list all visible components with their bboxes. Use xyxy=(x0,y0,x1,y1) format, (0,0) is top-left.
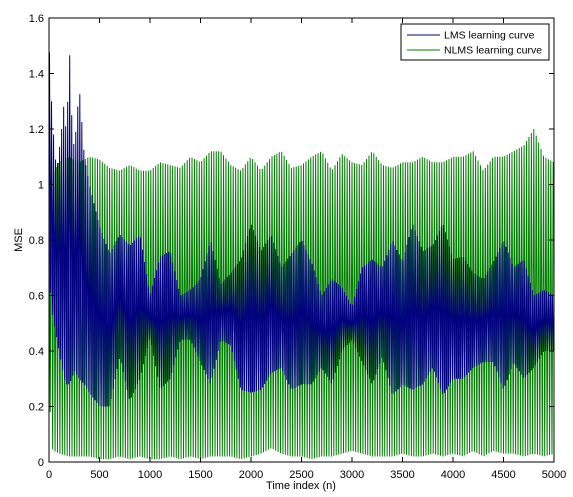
x-axis-label: Time index (n) xyxy=(266,480,336,492)
y-tick-label: 1 xyxy=(38,180,44,192)
x-tick-label: 2500 xyxy=(289,469,313,481)
x-tick-label: 1000 xyxy=(138,469,162,481)
x-tick-label: 500 xyxy=(90,469,108,481)
x-tick-label: 1500 xyxy=(188,469,212,481)
y-tick-label: 0.8 xyxy=(29,235,44,247)
x-tick-label: 3000 xyxy=(340,469,364,481)
legend: LMS learning curve NLMS learning curve xyxy=(400,23,550,61)
y-tick-label: 0.6 xyxy=(29,291,44,303)
y-tick-label: 1.4 xyxy=(29,69,44,81)
x-tick-label: 4500 xyxy=(491,469,515,481)
y-tick-label: 0.2 xyxy=(29,402,44,414)
legend-entry-lms: LMS learning curve xyxy=(444,30,535,42)
y-axis-label: MSE xyxy=(13,228,25,252)
y-tick-label: 1.6 xyxy=(29,13,44,25)
plot-area: 0 500 1000 1500 2000 2500 3000 3500 4000 4500 5000… xyxy=(29,13,567,481)
y-tick-label: 0 xyxy=(38,457,44,469)
x-tick-label: 3500 xyxy=(390,469,414,481)
x-tick-label: 2000 xyxy=(239,469,263,481)
x-tick-label: 5000 xyxy=(542,469,566,481)
series-layer xyxy=(48,52,554,460)
x-tick-label: 0 xyxy=(46,469,52,481)
legend-entry-nlms: NLMS learning curve xyxy=(444,45,542,57)
series-line-lms xyxy=(49,52,554,407)
x-tick-label: 4000 xyxy=(441,469,465,481)
y-tick-label: 1.2 xyxy=(29,124,44,136)
legend-box xyxy=(400,23,550,61)
tick-layer: 0 500 1000 1500 2000 2500 3000 3500 4000 4500 5000… xyxy=(29,13,567,481)
y-tick-label: 0.4 xyxy=(29,346,44,358)
